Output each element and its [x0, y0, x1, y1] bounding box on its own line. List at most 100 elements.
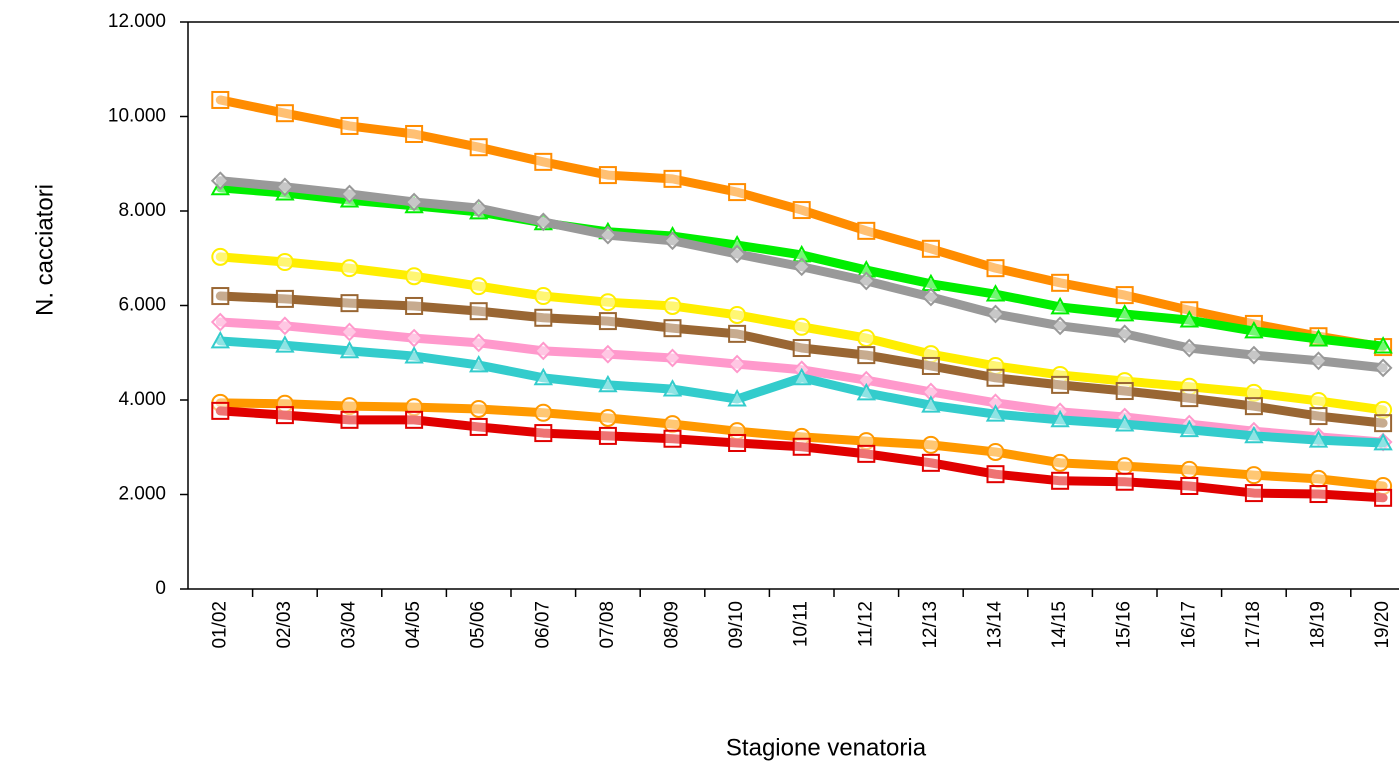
y-tick-label: 10.000	[108, 106, 166, 127]
marker	[534, 424, 553, 443]
marker	[1374, 414, 1393, 433]
marker	[986, 304, 1005, 324]
marker	[1309, 351, 1328, 371]
marker	[985, 404, 1006, 422]
marker	[598, 344, 618, 364]
marker	[792, 437, 811, 456]
marker	[986, 465, 1005, 484]
marker	[469, 198, 489, 218]
y-tick-label: 4.000	[118, 389, 166, 410]
x-tick-label: 08/09	[662, 601, 683, 649]
marker	[663, 415, 682, 434]
marker	[469, 277, 488, 296]
series-line	[215, 252, 1388, 415]
marker	[1309, 407, 1328, 426]
x-tick-label: 19/20	[1372, 601, 1393, 649]
marker	[663, 296, 682, 315]
marker	[404, 328, 424, 348]
marker	[598, 225, 618, 245]
x-tick-label: 13/14	[985, 601, 1006, 649]
marker	[211, 247, 230, 266]
x-tick-label: 04/05	[403, 601, 424, 649]
marker	[340, 294, 359, 313]
marker	[1115, 457, 1134, 476]
x-tick-label: 14/15	[1049, 601, 1070, 649]
marker	[598, 408, 617, 427]
marker	[792, 244, 812, 263]
marker	[533, 212, 553, 232]
marker	[856, 370, 876, 390]
marker	[598, 312, 617, 331]
x-tick-label: 11/12	[855, 601, 876, 647]
series-line	[215, 336, 1388, 448]
marker	[598, 374, 618, 393]
marker	[533, 367, 553, 386]
marker	[405, 124, 424, 143]
marker	[792, 317, 811, 336]
y-tick-label: 2.000	[118, 484, 166, 505]
marker	[340, 410, 359, 429]
marker	[792, 201, 811, 220]
marker	[211, 90, 230, 109]
y-tick-label: 6.000	[118, 295, 166, 316]
marker	[469, 399, 488, 418]
marker	[1373, 358, 1393, 378]
series-line	[215, 176, 1388, 373]
marker	[533, 341, 553, 361]
marker	[1115, 414, 1135, 432]
marker	[1115, 286, 1134, 305]
marker	[210, 177, 230, 196]
marker	[1309, 391, 1328, 410]
marker	[662, 379, 683, 397]
marker	[663, 319, 682, 338]
marker	[469, 354, 489, 373]
marker	[1374, 488, 1393, 507]
marker	[857, 444, 876, 463]
marker	[1115, 382, 1134, 401]
x-tick-label: 09/10	[726, 601, 747, 649]
marker	[1244, 345, 1264, 365]
marker	[275, 316, 295, 336]
series-line	[215, 406, 1388, 503]
marker	[339, 340, 360, 359]
marker	[275, 104, 294, 123]
marker	[534, 308, 553, 327]
marker	[404, 345, 424, 364]
marker	[985, 284, 1006, 302]
marker	[921, 435, 940, 454]
marker	[986, 368, 1005, 387]
x-tick-label: 12/13	[920, 601, 941, 649]
marker	[275, 406, 294, 425]
marker	[792, 257, 812, 277]
marker	[210, 312, 230, 332]
marker	[663, 169, 682, 188]
series-line	[215, 291, 1388, 428]
marker	[340, 116, 359, 135]
marker	[534, 287, 553, 306]
x-tick-label: 06/07	[532, 601, 553, 649]
marker	[1309, 469, 1328, 488]
marker	[340, 184, 359, 204]
x-tick-label: 02/03	[274, 601, 295, 649]
marker	[598, 426, 617, 445]
marker	[469, 333, 489, 353]
marker	[986, 259, 1005, 278]
marker	[211, 287, 230, 306]
marker	[469, 417, 488, 436]
marker	[857, 329, 876, 348]
x-axis-title: Stagione venatoria	[726, 734, 927, 761]
marker	[405, 267, 424, 286]
marker	[340, 259, 359, 278]
series-line	[215, 398, 1388, 491]
marker	[792, 339, 811, 358]
series-line	[215, 95, 1388, 352]
x-tick-label: 01/02	[209, 601, 230, 649]
marker	[857, 221, 876, 240]
marker	[211, 401, 230, 420]
x-tick-label: 07/08	[597, 601, 618, 649]
marker	[1179, 310, 1199, 328]
marker	[210, 330, 230, 349]
marker	[1309, 485, 1328, 504]
marker	[856, 271, 876, 291]
